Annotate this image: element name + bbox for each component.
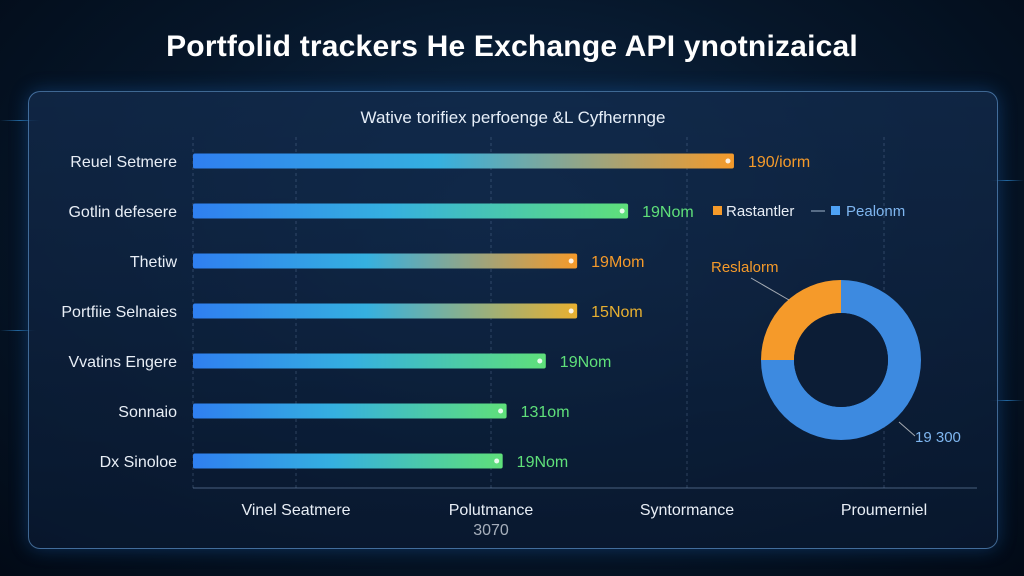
category-label: Thetiw — [130, 254, 178, 271]
bar — [193, 203, 629, 219]
bar-end-dot — [537, 358, 543, 364]
decor-line-left-1 — [0, 120, 40, 121]
value-label: 19Nom — [517, 454, 569, 471]
category-labels: Reuel Setmere Gotlin defesere Thetiw Portfi… — [61, 154, 177, 471]
x-tick-label: Vinel Seatmere — [241, 502, 350, 519]
x-tick-labels: Vinel Seatmere Polutmance 3070 Syntormance P… — [241, 502, 927, 539]
x-tick-label: Polutmance — [449, 502, 534, 519]
donut-hole — [794, 313, 888, 407]
x-tick-label: Proumerniel — [841, 502, 927, 519]
category-label: Vvatins Engere — [68, 354, 177, 371]
donut-chart: Reslalorm 19 300 — [711, 259, 961, 446]
leader-line — [898, 421, 916, 437]
category-label: Portfiie Selnaies — [61, 304, 177, 321]
leader-line — [750, 277, 790, 301]
decor-line-right-1 — [990, 180, 1024, 181]
value-label: 131om — [521, 404, 570, 421]
bar-end-dot — [498, 408, 504, 414]
value-label: 190/iorm — [748, 154, 810, 171]
decor-line-right-2 — [990, 400, 1024, 401]
bar — [193, 253, 578, 269]
bar — [193, 303, 578, 319]
donut-label: Reslalorm — [711, 259, 779, 276]
donut-label: 19 300 — [915, 429, 961, 446]
legend: Rastantler Pealonm — [713, 203, 905, 220]
decor-line-left-2 — [0, 330, 36, 331]
legend-entry: Pealonm — [846, 203, 905, 220]
chart-canvas: Reuel Setmere Gotlin defesere Thetiw Portfi… — [61, 137, 977, 539]
x-tick-sublabel: 3070 — [473, 522, 509, 539]
legend-entry: Rastantler — [726, 203, 794, 220]
category-label: Sonnaio — [118, 404, 177, 421]
chart-title: Wative torifiex perfoenge &L Cyfhernnge — [360, 108, 666, 127]
legend-swatch — [831, 206, 840, 215]
bar-end-dot — [568, 258, 574, 264]
legend-swatch — [713, 206, 722, 215]
value-label: 19Nom — [642, 204, 694, 221]
bars — [193, 153, 734, 469]
value-labels: 190/iorm 19Nom 19Mom 15Nom 19Nom 131om 19Nom — [517, 154, 811, 471]
bar — [193, 403, 507, 419]
x-tick-label: Syntormance — [640, 502, 734, 519]
value-label: 15Nom — [591, 304, 643, 321]
donut-slice — [761, 280, 921, 440]
donut-slice — [761, 280, 841, 360]
page-title: Portfolid trackers He Exchange API ynotn… — [166, 30, 858, 63]
category-label: Gotlin defesere — [68, 204, 177, 221]
bar-end-dot — [619, 208, 625, 214]
bar — [193, 453, 503, 469]
bar-end-dot — [725, 158, 731, 164]
category-label: Reuel Setmere — [70, 154, 177, 171]
bar — [193, 353, 546, 369]
bar-end-dot — [568, 308, 574, 314]
value-label: 19Nom — [560, 354, 612, 371]
value-label: 19Mom — [591, 254, 644, 271]
chart-panel: Wative torifiex perfoenge &L Cyfhernnge … — [28, 91, 998, 549]
category-label: Dx Sinoloe — [100, 454, 177, 471]
bar-end-dot — [494, 458, 500, 464]
bar — [193, 153, 734, 169]
